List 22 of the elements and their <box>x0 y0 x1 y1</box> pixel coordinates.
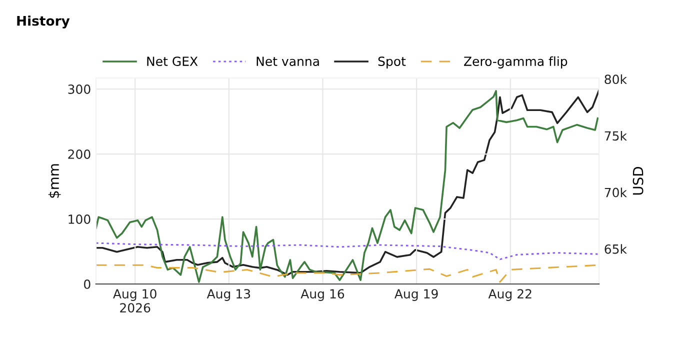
x-tick-label: Aug 10 2026 <box>113 289 156 313</box>
line-series <box>96 264 598 283</box>
x-tick-label: Aug 16 <box>300 289 344 301</box>
y2-tick-label: 70k <box>604 188 627 198</box>
x-tick-label: Aug 22 <box>488 289 532 301</box>
y2-tick-label: 80k <box>604 74 627 84</box>
y2-tick-label: 65k <box>604 244 627 254</box>
line-series <box>96 242 598 260</box>
legend-label: Zero-gamma flip <box>464 56 568 68</box>
y-tick-label: 100 <box>68 214 90 224</box>
y-tick-label: 200 <box>68 150 90 159</box>
y2-axis-title: USD <box>632 166 644 195</box>
legend-label: Net vanna <box>256 56 319 66</box>
chart-title: History <box>17 16 70 28</box>
x-tick-label: Aug 19 <box>394 289 438 301</box>
legend-label: Net GEX <box>147 56 198 66</box>
x-tick-label: Aug 13 <box>206 289 250 301</box>
y-axis-title: $mm <box>48 164 61 198</box>
y-tick-label: 0 <box>84 279 90 289</box>
legend-label: Spot <box>378 56 406 68</box>
y2-tick-label: 75k <box>604 130 627 141</box>
y-tick-label: 300 <box>68 84 90 94</box>
